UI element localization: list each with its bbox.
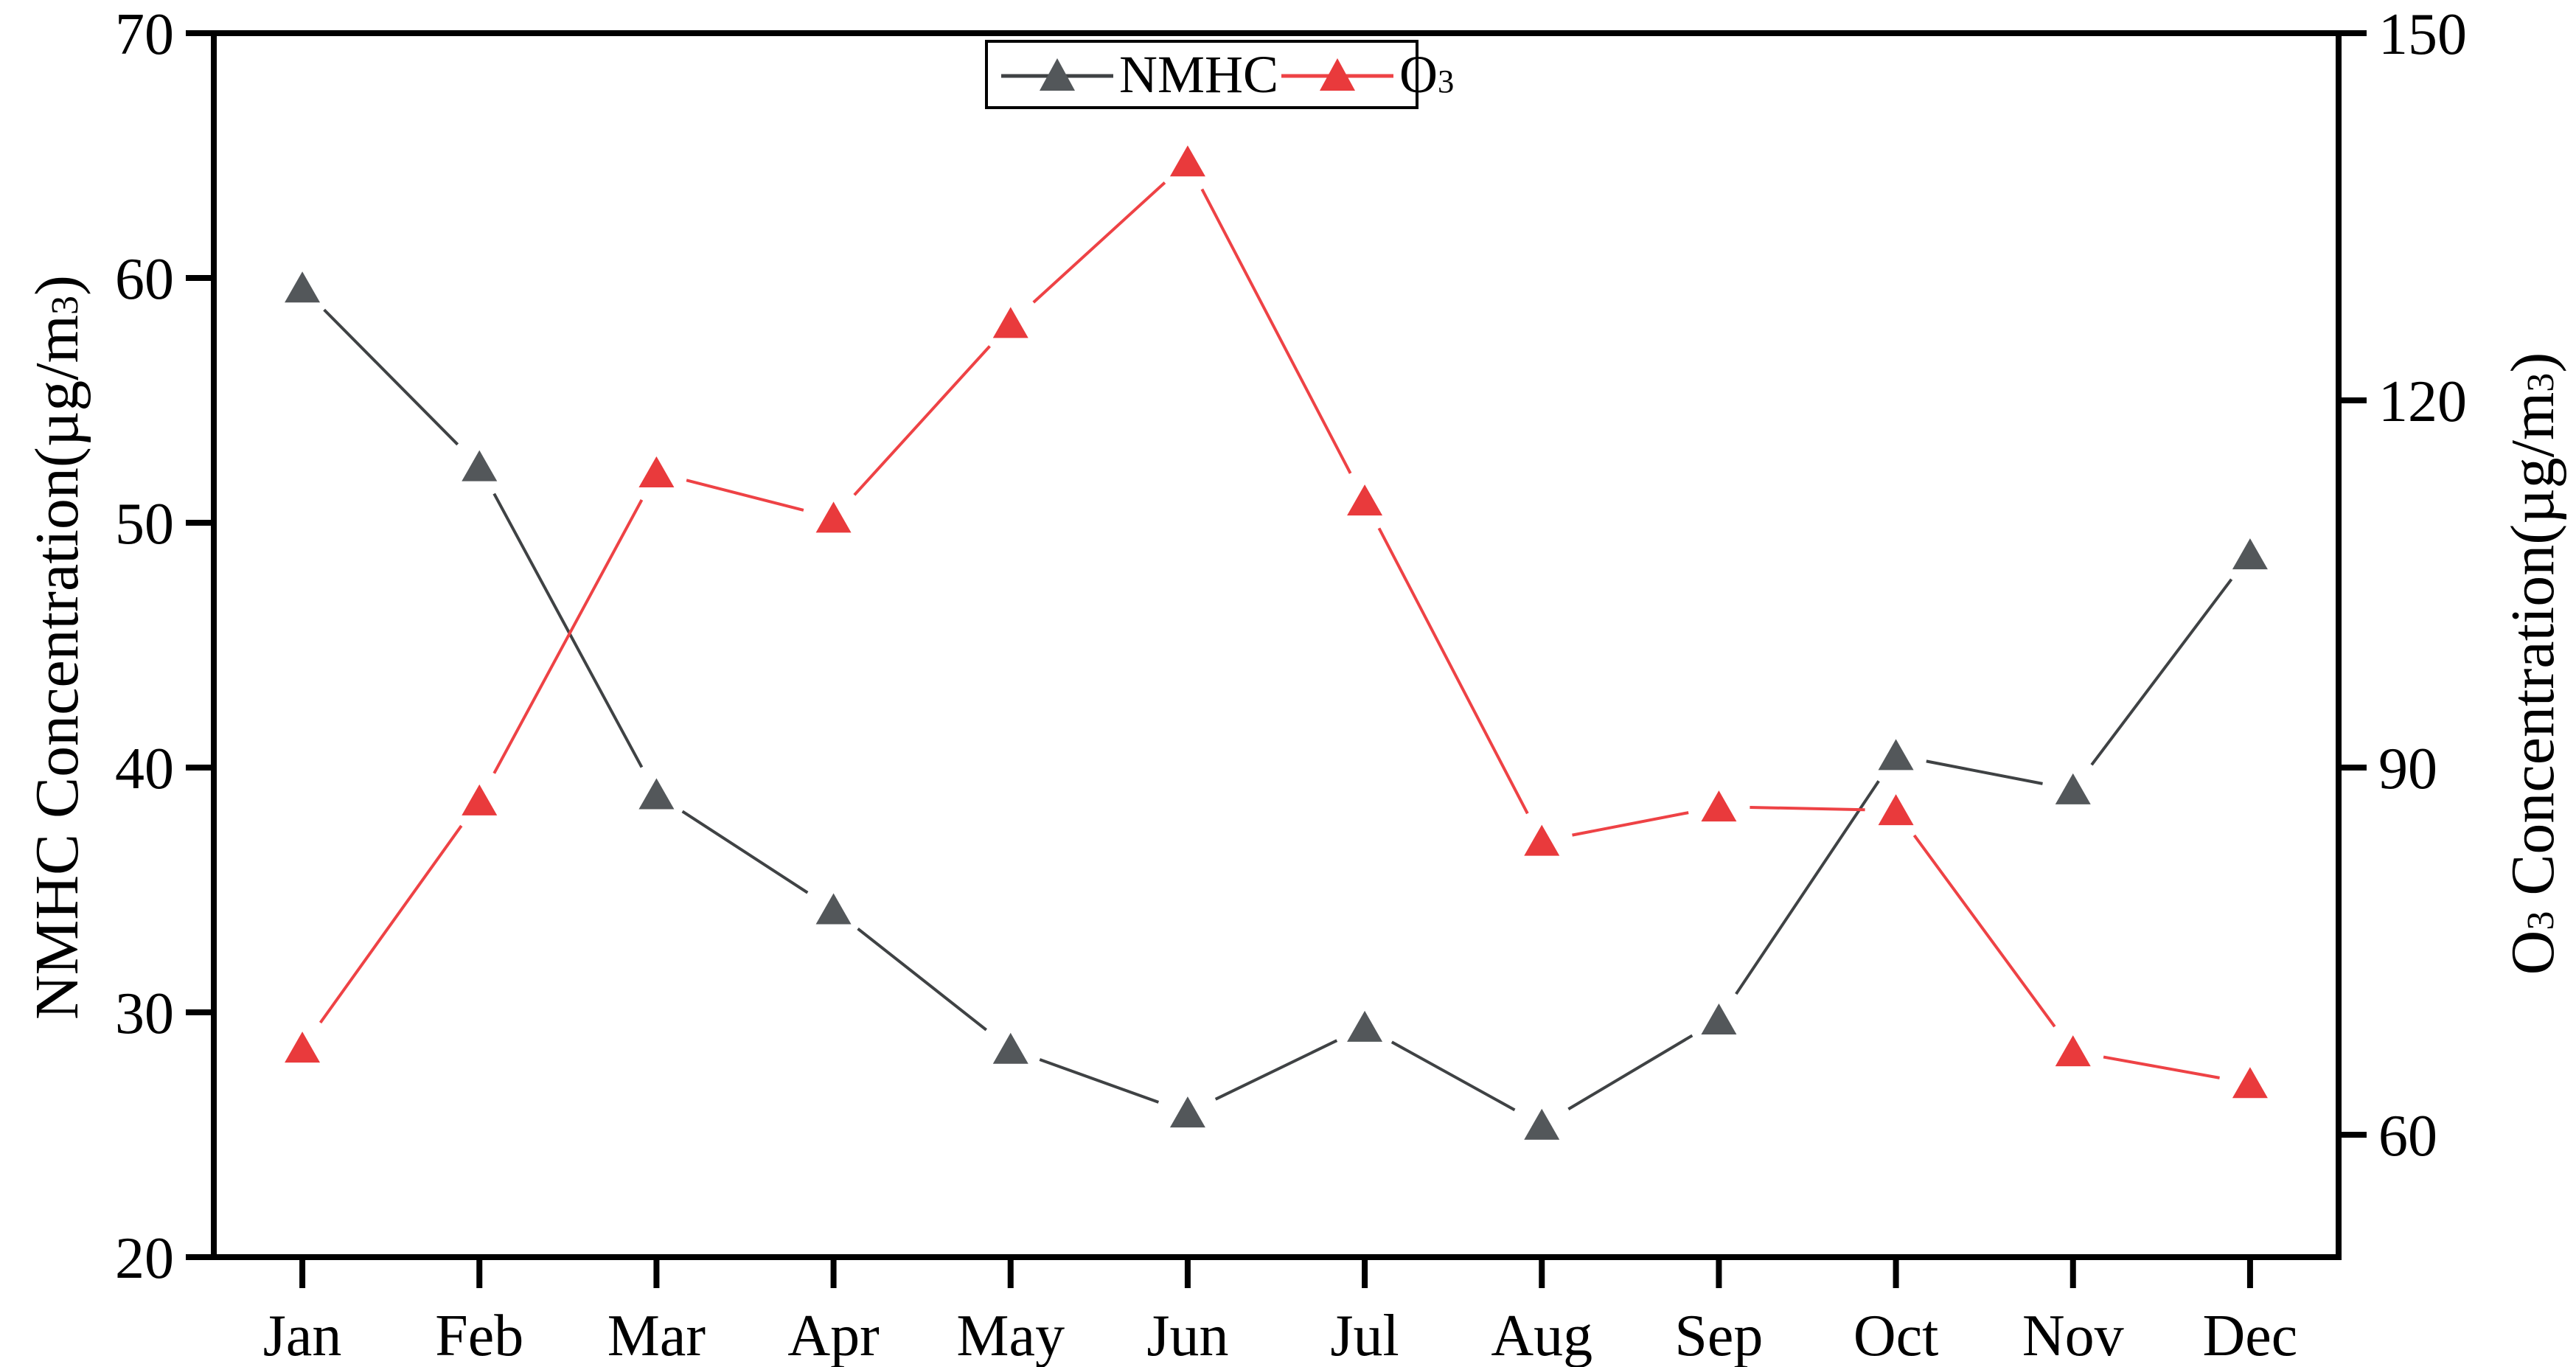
o3-marker xyxy=(992,307,1028,338)
x-tick-label: Mar xyxy=(608,1304,706,1367)
o3-line-segment xyxy=(1377,527,1529,815)
nmhc-line-segment xyxy=(492,493,644,768)
x-tick-label: Sep xyxy=(1674,1304,1763,1367)
o3-line-segment xyxy=(686,479,804,512)
o3-marker xyxy=(1878,794,1914,826)
nmhc-line-segment xyxy=(2090,578,2233,766)
nmhc-line-segment xyxy=(1390,1040,1516,1112)
y-tick-label-left: 50 xyxy=(115,492,174,557)
nmhc-marker xyxy=(1701,1003,1737,1034)
o3-line-segment xyxy=(1750,805,1865,812)
y-tick-label-right: 120 xyxy=(2378,369,2467,434)
o3-line-segment xyxy=(853,345,991,496)
y-tick-label-right: 60 xyxy=(2378,1104,2437,1169)
o3-marker xyxy=(1347,484,1383,516)
o3-marker xyxy=(638,456,675,487)
x-tick-label: Jan xyxy=(263,1304,342,1367)
nmhc-marker-icon xyxy=(1001,58,1113,91)
nmhc-line-segment xyxy=(1039,1058,1160,1104)
nmhc-marker xyxy=(462,450,498,481)
legend: NMHC O3 xyxy=(985,40,1454,109)
y-tick-label-right: 150 xyxy=(2378,2,2467,67)
o3-marker xyxy=(462,784,498,815)
o3-line-segment xyxy=(1572,811,1689,837)
x-tick-label: Feb xyxy=(435,1304,523,1367)
x-tick-label: Jul xyxy=(1330,1304,1399,1367)
nmhc-marker xyxy=(2055,773,2091,804)
o3-line-segment xyxy=(492,498,644,774)
o3-marker xyxy=(1524,824,1560,856)
nmhc-marker xyxy=(1524,1108,1560,1140)
plot-border xyxy=(211,30,2342,1260)
x-tick-label: Aug xyxy=(1491,1304,1592,1367)
o3-line-segment xyxy=(2103,1055,2220,1079)
o3-marker xyxy=(285,1032,321,1063)
x-tick-label: Jun xyxy=(1146,1304,1228,1367)
nmhc-line-segment xyxy=(857,927,987,1032)
y-tick-label-right: 90 xyxy=(2378,737,2437,801)
nmhc-line-segment xyxy=(1926,759,2043,785)
nmhc-line-segment xyxy=(323,308,459,446)
o3-marker-icon xyxy=(1281,58,1394,91)
x-tick-label: Oct xyxy=(1853,1304,1939,1367)
o3-marker xyxy=(1169,145,1205,177)
x-tick-label: Apr xyxy=(787,1304,879,1367)
nmhc-marker xyxy=(1347,1010,1383,1042)
x-tick-label: Nov xyxy=(2022,1304,2124,1367)
o3-marker xyxy=(1701,790,1737,822)
y-tick-label-left: 60 xyxy=(115,247,174,312)
nmhc-marker xyxy=(638,778,675,810)
legend-item-o3: O3 xyxy=(1278,48,1454,101)
nmhc-line-segment xyxy=(1735,780,1880,995)
legend-label-nmhc: NMHC xyxy=(1119,45,1279,104)
nmhc-marker xyxy=(992,1032,1028,1064)
legend-label-o3: O3 xyxy=(1399,45,1455,104)
nmhc-line-segment xyxy=(1214,1039,1338,1101)
nmhc-marker xyxy=(2232,538,2268,570)
y-tick-label-left: 20 xyxy=(115,1226,174,1291)
right-axis-title: O3 Concentration(µg/m3) xyxy=(2499,352,2567,975)
o3-marker xyxy=(815,501,852,533)
o3-marker xyxy=(2055,1035,2091,1067)
left-axis-title: NMHC Concentration(µg/m3) xyxy=(23,275,91,1020)
x-tick-label: May xyxy=(956,1304,1065,1367)
o3-line-segment xyxy=(1032,181,1166,304)
y-tick-label-left: 30 xyxy=(115,981,174,1046)
nmhc-marker xyxy=(1169,1096,1205,1128)
nmhc-line-segment xyxy=(681,810,809,894)
nmhc-marker xyxy=(815,893,852,925)
legend-item-nmhc: NMHC xyxy=(998,48,1278,101)
o3-marker xyxy=(2232,1067,2268,1099)
nmhc-marker xyxy=(285,271,321,303)
x-tick-label: Dec xyxy=(2203,1304,2298,1367)
y-tick-label-left: 40 xyxy=(115,737,174,801)
nmhc-marker xyxy=(1878,739,1914,771)
nmhc-line-segment xyxy=(1567,1034,1693,1110)
y-tick-label-left: 70 xyxy=(115,2,174,67)
o3-line-segment xyxy=(1200,188,1352,474)
o3-line-segment xyxy=(1912,834,2056,1028)
o3-line-segment xyxy=(318,824,463,1024)
